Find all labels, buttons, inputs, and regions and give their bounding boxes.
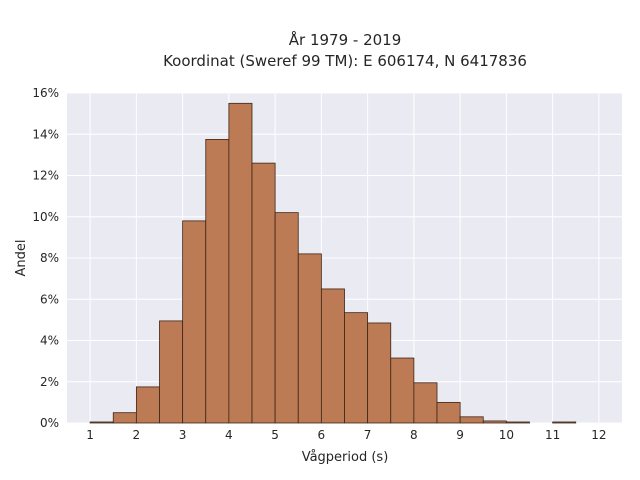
chart-title-line2: Koordinat (Sweref 99 TM): E 606174, N 64… (163, 52, 527, 70)
x-tick-label: 8 (410, 428, 418, 442)
histogram-bar (459, 416, 484, 424)
x-tick-label: 10 (499, 428, 514, 442)
x-tick-label: 7 (364, 428, 372, 442)
y-tick-label: 14% (32, 127, 59, 141)
histogram-bar (159, 320, 184, 424)
y-axis-ticks: 0% 2% 4% 6% 8% 10% 12% 14% 16% (32, 86, 59, 430)
bars (89, 102, 577, 424)
histogram-bar (505, 421, 530, 424)
histogram-bar (274, 212, 299, 424)
x-tick-label: 6 (318, 428, 326, 442)
x-axis-label: Vågperiod (s) (302, 450, 389, 465)
histogram-bar (390, 357, 415, 424)
y-tick-label: 8% (40, 251, 59, 265)
y-tick-label: 12% (32, 169, 59, 183)
x-tick-label: 1 (86, 428, 94, 442)
histogram-bar (112, 412, 137, 424)
histogram-bar (182, 220, 207, 424)
histogram-bar (251, 162, 276, 424)
histogram-bar (228, 102, 253, 424)
x-tick-label: 11 (545, 428, 560, 442)
histogram-bar (436, 401, 461, 424)
x-tick-label: 3 (179, 428, 187, 442)
x-tick-label: 12 (591, 428, 606, 442)
x-axis-ticks: 1 2 3 4 5 6 7 8 9 10 11 12 (86, 428, 606, 442)
x-tick-label: 4 (225, 428, 233, 442)
y-tick-label: 0% (40, 416, 59, 430)
x-tick-label: 2 (133, 428, 141, 442)
histogram-bar (297, 253, 322, 424)
y-tick-label: 6% (40, 292, 59, 306)
x-tick-label: 5 (271, 428, 279, 442)
y-tick-label: 16% (32, 86, 59, 100)
histogram-bar (367, 322, 392, 424)
histogram-bar (320, 288, 345, 424)
histogram-bar (205, 139, 230, 424)
x-tick-label: 9 (456, 428, 464, 442)
chart-title-line1: År 1979 - 2019 (289, 30, 402, 49)
histogram-bar (413, 382, 438, 424)
histogram-bar (552, 421, 577, 424)
y-tick-label: 10% (32, 210, 59, 224)
histogram-bar (482, 420, 507, 424)
y-tick-label: 2% (40, 375, 59, 389)
y-tick-label: 4% (40, 334, 59, 348)
y-axis-label: Andel (14, 240, 29, 277)
histogram-bar (344, 312, 369, 424)
histogram-bar (135, 386, 160, 424)
histogram-bar (89, 421, 114, 424)
